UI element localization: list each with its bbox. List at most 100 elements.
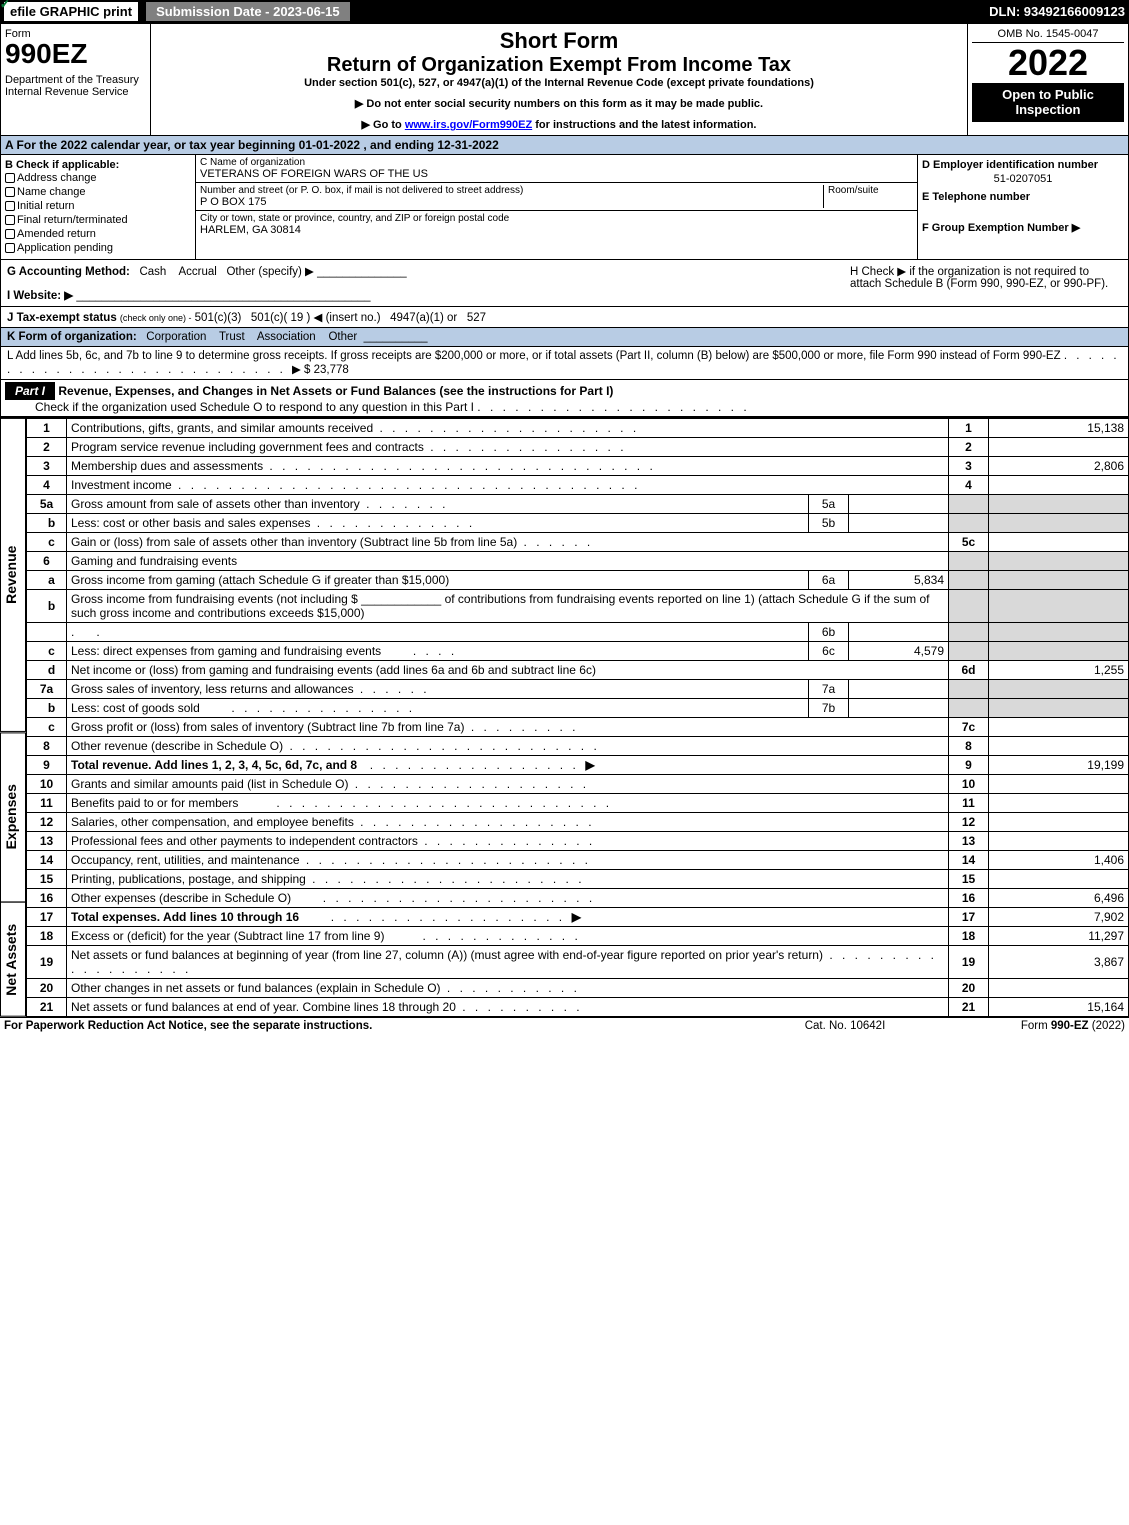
group-exemption: F Group Exemption Number ▶ xyxy=(922,221,1124,234)
line-desc: Printing, publications, postage, and shi… xyxy=(67,870,949,889)
h-label: H Check ▶ xyxy=(850,266,906,278)
form-footer: Form 990-EZ (2022) xyxy=(945,1020,1125,1032)
entity-info-grid: B Check if applicable: Address change Na… xyxy=(0,155,1129,260)
line-ref: 15 xyxy=(949,870,989,889)
check-label: Final return/terminated xyxy=(17,214,128,226)
header-left: Form 990EZ Department of the Treasury In… xyxy=(1,24,151,135)
line-num: 6 xyxy=(27,552,67,571)
line-desc: Professional fees and other payments to … xyxy=(67,832,949,851)
ssn-notice: ▶ Do not enter social security numbers o… xyxy=(159,97,959,110)
line-amount xyxy=(989,495,1129,514)
top-bar: efile GRAPHIC print Submission Date - 20… xyxy=(0,0,1129,23)
line-num: b xyxy=(27,699,67,718)
column-b: B Check if applicable: Address change Na… xyxy=(1,155,196,259)
line-desc: Net assets or fund balances at beginning… xyxy=(67,946,949,979)
line-desc: . . xyxy=(67,623,809,642)
check-label: Application pending xyxy=(17,242,113,254)
line-ref: 4 xyxy=(949,476,989,495)
g-other: Other (specify) ▶ xyxy=(226,266,313,278)
dots: . . . . . . . . . . . . . . . . . . . . … xyxy=(477,400,749,414)
line-amount: 3,867 xyxy=(989,946,1129,979)
line-13: 13 Professional fees and other payments … xyxy=(27,832,1129,851)
line-amount xyxy=(989,870,1129,889)
line-amount xyxy=(989,737,1129,756)
line-ref: 10 xyxy=(949,775,989,794)
l-gross-receipts: L Add lines 5b, 6c, and 7b to line 9 to … xyxy=(0,347,1129,380)
line-desc: Net assets or fund balances at end of ye… xyxy=(67,998,949,1017)
line-6d: d Net income or (loss) from gaming and f… xyxy=(27,661,1129,680)
irs-link[interactable]: www.irs.gov/Form990EZ xyxy=(405,119,532,131)
goto-post: for instructions and the latest informat… xyxy=(532,119,756,131)
line-amount: 15,138 xyxy=(989,419,1129,438)
line-ref xyxy=(949,680,989,699)
col-b-title: B Check if applicable: xyxy=(5,159,119,171)
checkbox-icon[interactable] xyxy=(5,173,15,183)
line-amount: 6,496 xyxy=(989,889,1129,908)
line-desc: Gain or (loss) from sale of assets other… xyxy=(67,533,949,552)
line-num: 5a xyxy=(27,495,67,514)
checkbox-icon[interactable] xyxy=(5,243,15,253)
line-amount xyxy=(989,813,1129,832)
line-desc: Gross amount from sale of assets other t… xyxy=(67,495,809,514)
tax-year: 2022 xyxy=(972,43,1124,83)
checkbox-icon[interactable] xyxy=(5,215,15,225)
line-num: 9 xyxy=(27,756,67,775)
line-ref: 7c xyxy=(949,718,989,737)
submission-date: Submission Date - 2023-06-15 xyxy=(146,2,350,21)
checkbox-icon[interactable] xyxy=(5,187,15,197)
line-num: 14 xyxy=(27,851,67,870)
j-label: J Tax-exempt status xyxy=(7,312,117,324)
line-desc: Membership dues and assessments . . . . … xyxy=(67,457,949,476)
line-5a: 5a Gross amount from sale of assets othe… xyxy=(27,495,1129,514)
line-num: d xyxy=(27,661,67,680)
h-block: H Check ▶ if the organization is not req… xyxy=(842,264,1122,302)
goto-pre: ▶ Go to xyxy=(362,119,405,131)
header-center: Short Form Return of Organization Exempt… xyxy=(151,24,968,135)
line-desc: Investment income . . . . . . . . . . . … xyxy=(67,476,949,495)
line-num: 12 xyxy=(27,813,67,832)
checkbox-icon[interactable] xyxy=(5,229,15,239)
line-21: 21 Net assets or fund balances at end of… xyxy=(27,998,1129,1017)
line-amount xyxy=(989,680,1129,699)
line-num: 3 xyxy=(27,457,67,476)
city-label: City or town, state or province, country… xyxy=(200,213,913,224)
i-label: I Website: ▶ xyxy=(7,290,73,302)
checkbox-icon[interactable] xyxy=(5,201,15,211)
line-amount xyxy=(989,775,1129,794)
sub-box-amount xyxy=(849,514,949,533)
sub-box-amount: 4,579 xyxy=(849,642,949,661)
k-form-org: K Form of organization: Corporation Trus… xyxy=(0,328,1129,347)
line-amount: 2,806 xyxy=(989,457,1129,476)
check-initial-return: Initial return xyxy=(5,199,191,213)
part-i-title: Revenue, Expenses, and Changes in Net As… xyxy=(58,384,613,398)
line-desc: Occupancy, rent, utilities, and maintena… xyxy=(67,851,949,870)
line-ref: 20 xyxy=(949,979,989,998)
line-amount: 19,199 xyxy=(989,756,1129,775)
sub-box-label: 7a xyxy=(809,680,849,699)
expenses-label: Expenses xyxy=(0,732,26,902)
ein-value: 51-0207051 xyxy=(922,171,1124,191)
line-ref xyxy=(949,552,989,571)
line-desc: Gross income from fundraising events (no… xyxy=(67,590,949,623)
revenue-label: Revenue xyxy=(0,418,26,732)
line-num xyxy=(27,623,67,642)
line-2: 2 Program service revenue including gove… xyxy=(27,438,1129,457)
dln-label: DLN: 93492166009123 xyxy=(989,4,1125,19)
k-label: K Form of organization: xyxy=(7,331,137,343)
line-ref: 11 xyxy=(949,794,989,813)
line-desc: Gross sales of inventory, less returns a… xyxy=(67,680,809,699)
line-desc: Gaming and fundraising events xyxy=(67,552,949,571)
goto-notice: ▶ Go to www.irs.gov/Form990EZ for instru… xyxy=(159,118,959,131)
check-address-change: Address change xyxy=(5,171,191,185)
line-ref: 2 xyxy=(949,438,989,457)
line-1: 1 Contributions, gifts, grants, and simi… xyxy=(27,419,1129,438)
form-number: 990EZ xyxy=(5,40,146,68)
lines-table: 1 Contributions, gifts, grants, and simi… xyxy=(26,418,1129,1017)
line-ref: 5c xyxy=(949,533,989,552)
sub-box-label: 5a xyxy=(809,495,849,514)
sub-box-amount xyxy=(849,699,949,718)
line-6b: b Gross income from fundraising events (… xyxy=(27,590,1129,623)
short-form-title: Short Form xyxy=(159,28,959,54)
line-6a: a Gross income from gaming (attach Sched… xyxy=(27,571,1129,590)
line-amount xyxy=(989,514,1129,533)
